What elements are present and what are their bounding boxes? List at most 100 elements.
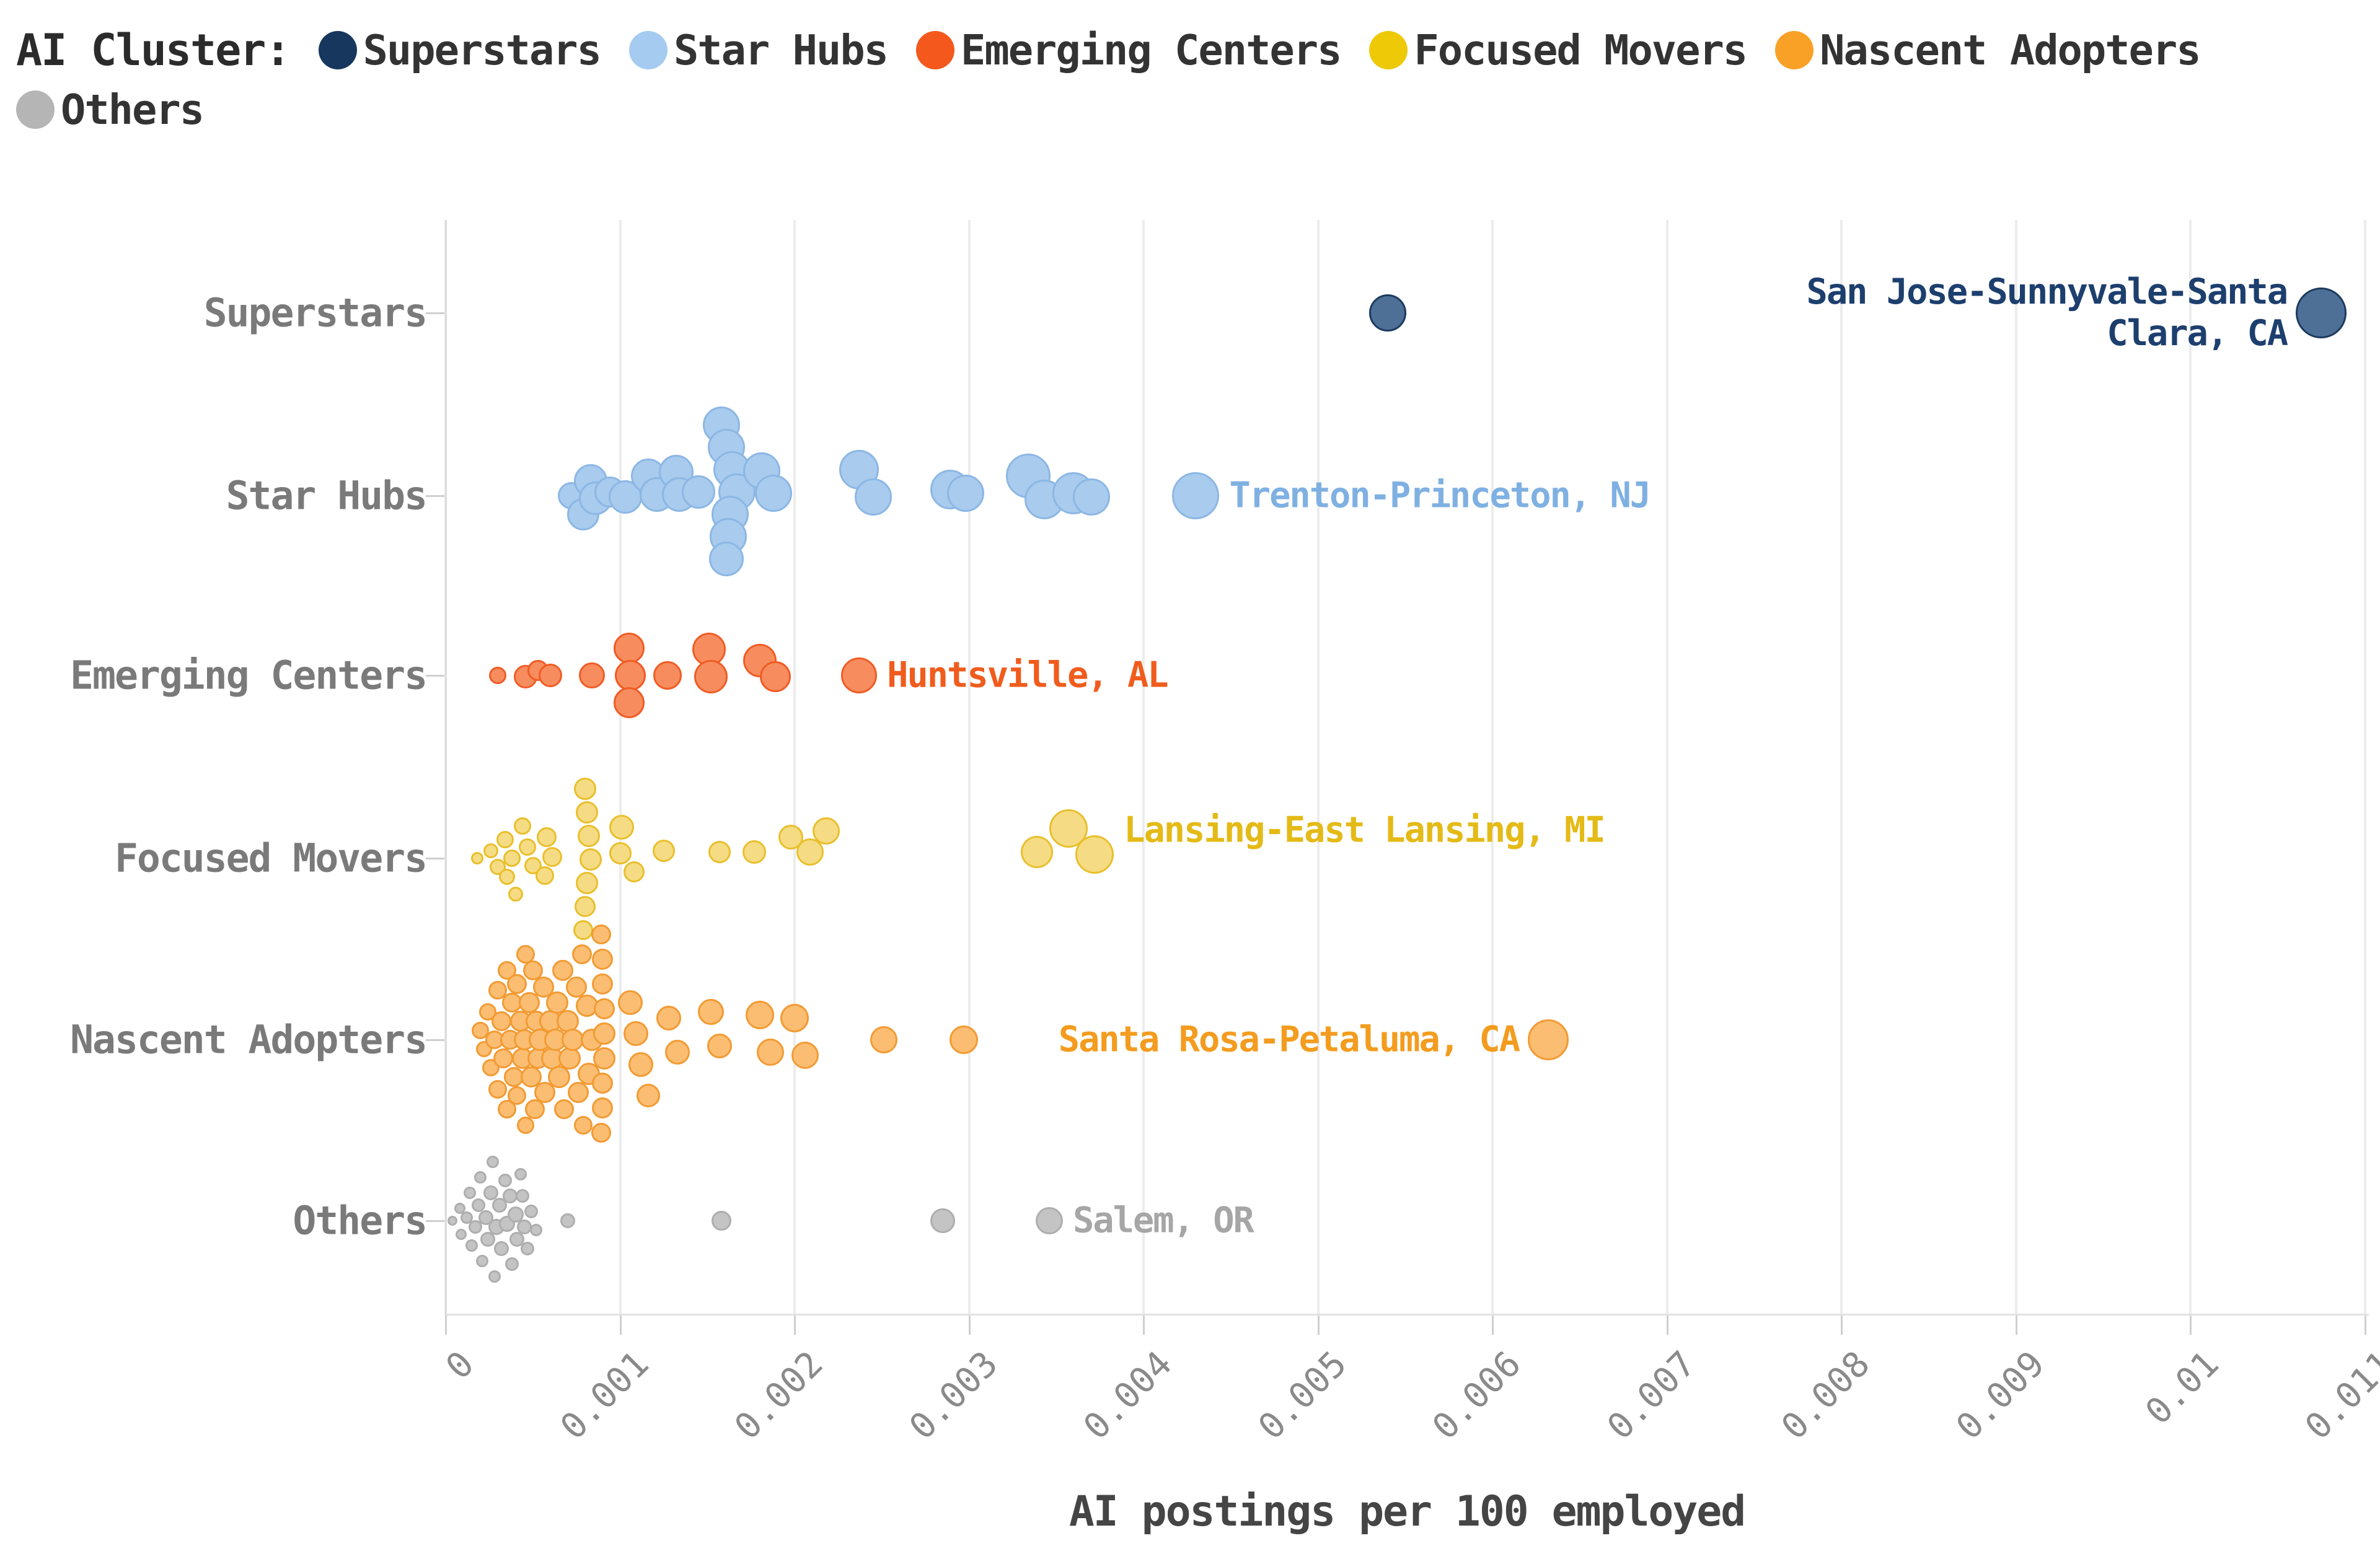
data-point[interactable] (474, 1171, 487, 1184)
data-point[interactable] (656, 1006, 682, 1030)
data-point[interactable] (488, 1080, 508, 1099)
data-point[interactable] (503, 1189, 518, 1203)
data-point[interactable] (567, 1082, 589, 1103)
data-point[interactable] (487, 1156, 499, 1168)
data-point[interactable] (653, 661, 682, 690)
data-point[interactable] (488, 1270, 501, 1283)
data-point[interactable] (609, 815, 635, 840)
data-point[interactable] (594, 998, 615, 1019)
data-point[interactable] (707, 1034, 732, 1058)
data-point[interactable] (760, 661, 791, 692)
data-point[interactable] (593, 1022, 616, 1045)
data-point[interactable] (505, 1257, 519, 1271)
data-point[interactable] (536, 866, 555, 885)
data-point[interactable] (524, 1099, 545, 1119)
data-point[interactable] (447, 1216, 458, 1226)
data-point[interactable] (1072, 478, 1110, 516)
data-point[interactable] (755, 475, 793, 512)
data-point[interactable] (652, 840, 675, 862)
data-point[interactable] (456, 1229, 467, 1240)
data-point[interactable] (538, 664, 562, 687)
data-point[interactable] (743, 840, 767, 864)
data-point[interactable] (592, 1073, 614, 1094)
data-point[interactable] (532, 977, 554, 998)
data-point[interactable] (524, 1205, 538, 1218)
data-point[interactable] (508, 1086, 527, 1105)
data-point[interactable] (503, 850, 521, 867)
data-point[interactable] (571, 944, 592, 964)
data-point[interactable] (575, 896, 596, 917)
data-point[interactable] (623, 1021, 648, 1046)
data-point[interactable] (2296, 288, 2347, 338)
data-point[interactable] (574, 1116, 593, 1135)
data-point[interactable] (841, 657, 878, 693)
data-point[interactable] (624, 861, 645, 882)
data-point[interactable] (576, 801, 598, 824)
data-point[interactable] (694, 660, 728, 693)
data-point[interactable] (946, 475, 984, 512)
data-point[interactable] (560, 1213, 576, 1228)
data-point[interactable] (791, 1042, 819, 1069)
data-point[interactable] (628, 1052, 654, 1077)
data-point[interactable] (682, 475, 716, 509)
data-point[interactable] (498, 1174, 512, 1187)
data-point[interactable] (1075, 835, 1114, 874)
data-point[interactable] (515, 1189, 529, 1203)
data-point[interactable] (618, 990, 643, 1015)
data-point[interactable] (613, 687, 645, 718)
data-point[interactable] (547, 1066, 570, 1088)
data-point[interactable] (756, 1039, 784, 1066)
data-point[interactable] (613, 633, 645, 664)
data-point[interactable] (579, 662, 606, 688)
data-point[interactable] (483, 1185, 499, 1200)
data-point[interactable] (711, 1211, 731, 1231)
data-point[interactable] (591, 925, 611, 944)
data-point[interactable] (493, 1048, 513, 1068)
data-point[interactable] (470, 852, 483, 864)
data-point[interactable] (460, 1211, 473, 1224)
data-point[interactable] (542, 847, 562, 867)
data-point[interactable] (519, 838, 537, 856)
data-point[interactable] (489, 667, 507, 684)
data-point[interactable] (1172, 472, 1220, 519)
data-point[interactable] (501, 993, 522, 1013)
data-point[interactable] (491, 1011, 512, 1031)
data-point[interactable] (854, 478, 892, 516)
data-point[interactable] (665, 1040, 690, 1065)
data-point[interactable] (454, 1203, 465, 1214)
data-point[interactable] (796, 838, 824, 866)
data-point[interactable] (609, 842, 632, 864)
data-point[interactable] (494, 1241, 509, 1256)
data-point[interactable] (778, 825, 804, 850)
data-point[interactable] (591, 1123, 611, 1143)
data-point[interactable] (930, 1208, 956, 1233)
data-point[interactable] (464, 1187, 477, 1199)
data-point[interactable] (577, 825, 600, 847)
data-point[interactable] (708, 841, 731, 863)
data-point[interactable] (1021, 836, 1054, 868)
data-point[interactable] (593, 1047, 616, 1070)
data-point[interactable] (573, 920, 594, 940)
data-point[interactable] (1035, 1207, 1063, 1234)
data-point[interactable] (478, 1210, 493, 1225)
data-point[interactable] (508, 887, 523, 902)
data-point[interactable] (521, 1242, 535, 1255)
data-point[interactable] (476, 1255, 489, 1267)
data-point[interactable] (468, 1220, 482, 1234)
data-point[interactable] (697, 999, 724, 1025)
data-point[interactable] (480, 1232, 495, 1247)
data-point[interactable] (950, 1026, 979, 1054)
data-point[interactable] (574, 778, 597, 800)
data-point[interactable] (517, 1117, 535, 1134)
data-point[interactable] (576, 872, 598, 894)
data-point[interactable] (579, 848, 602, 871)
data-point[interactable] (780, 1004, 809, 1032)
data-point[interactable] (592, 1097, 614, 1118)
data-point[interactable] (709, 542, 744, 576)
data-point[interactable] (636, 1084, 660, 1107)
data-point[interactable] (554, 1099, 575, 1119)
data-point[interactable] (552, 960, 573, 981)
data-point[interactable] (1369, 294, 1407, 332)
data-point[interactable] (524, 857, 542, 874)
data-point[interactable] (615, 660, 646, 691)
